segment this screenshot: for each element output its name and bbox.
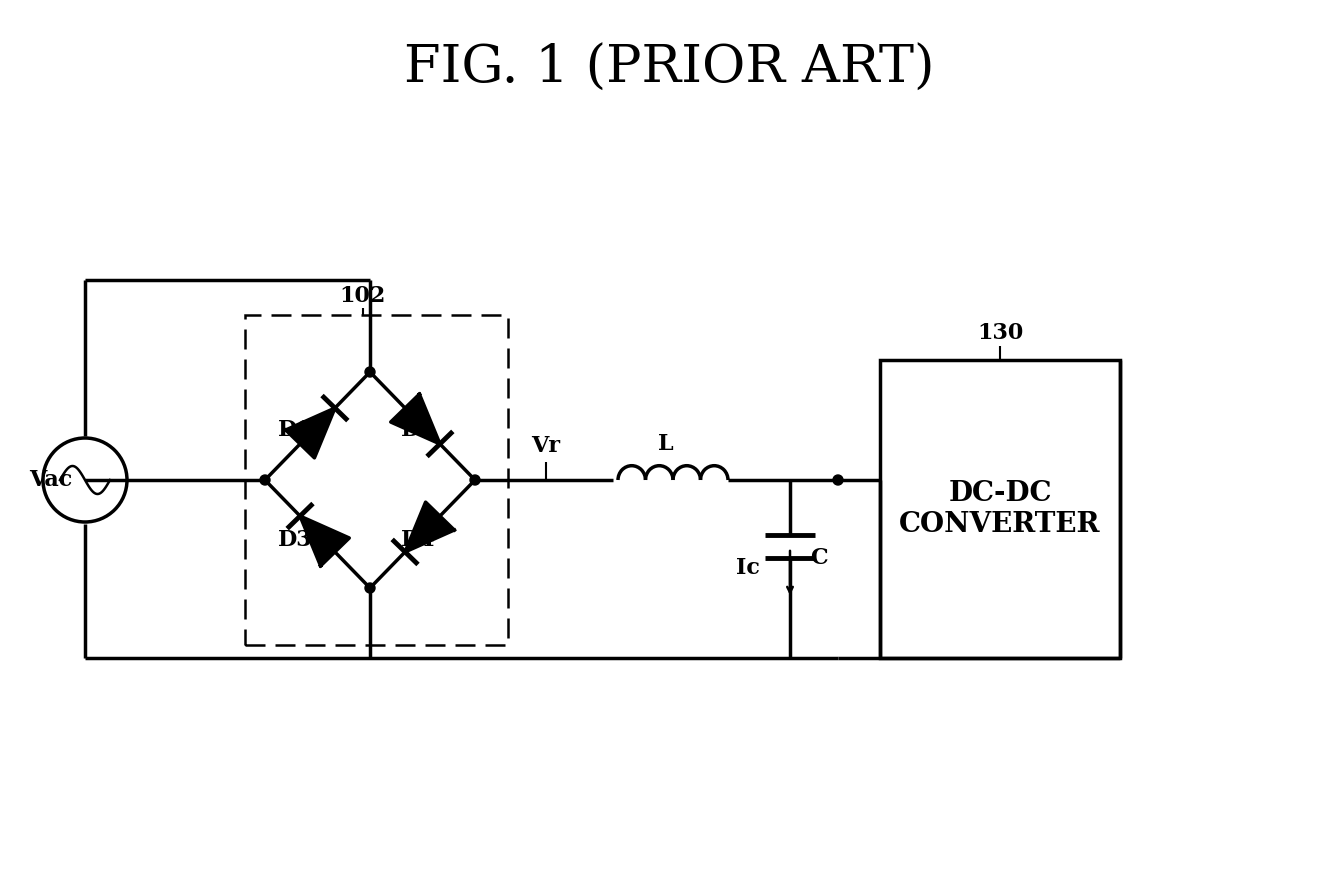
Circle shape	[834, 475, 843, 485]
Text: D3: D3	[278, 529, 312, 551]
Circle shape	[260, 475, 270, 485]
Circle shape	[365, 583, 375, 593]
Circle shape	[470, 475, 480, 485]
Polygon shape	[286, 408, 334, 458]
Circle shape	[365, 367, 375, 377]
Text: Vac: Vac	[28, 469, 72, 491]
Text: D2: D2	[400, 419, 435, 441]
Text: DC-DC
CONVERTER: DC-DC CONVERTER	[899, 480, 1101, 538]
Bar	[880, 360, 1120, 658]
Text: 102: 102	[340, 285, 387, 307]
Text: Vr: Vr	[531, 435, 561, 457]
Text: Ic: Ic	[736, 557, 760, 579]
Text: 130: 130	[977, 322, 1024, 344]
Polygon shape	[405, 502, 455, 552]
Polygon shape	[300, 516, 349, 566]
Polygon shape	[391, 394, 440, 444]
Bar	[245, 315, 508, 645]
Text: C: C	[809, 547, 828, 569]
Text: D1: D1	[277, 419, 312, 441]
Text: D4: D4	[400, 529, 435, 551]
Text: L: L	[658, 433, 674, 455]
Text: FIG. 1 (PRIOR ART): FIG. 1 (PRIOR ART)	[404, 43, 934, 94]
